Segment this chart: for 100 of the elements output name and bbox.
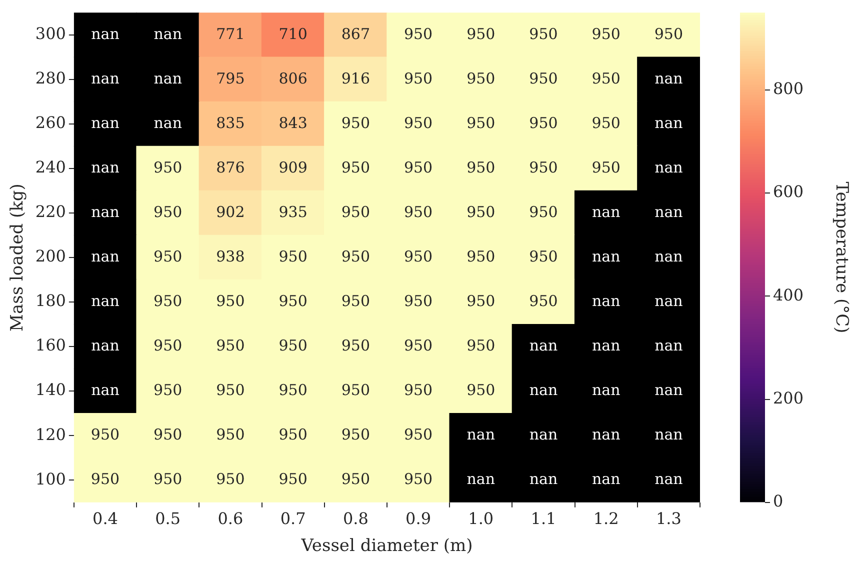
data-label: 902 xyxy=(216,202,245,221)
text: nan xyxy=(529,336,558,354)
data-label: 950 xyxy=(592,69,620,88)
data-label: 950 xyxy=(404,202,433,221)
text: nan xyxy=(91,24,120,43)
data-label: 950 xyxy=(466,24,496,43)
data-label: 950 xyxy=(278,470,308,488)
data-label: 950 xyxy=(154,158,182,176)
text: nan xyxy=(654,336,683,354)
x-tick-label: 1.1 xyxy=(530,509,556,528)
data-label: 950 xyxy=(404,158,433,176)
text: nan xyxy=(529,426,558,444)
y-tick-label: 120 xyxy=(35,424,66,444)
data-label: 950 xyxy=(404,69,433,88)
data-label: 950 xyxy=(404,24,433,43)
x-tick-label: 0.7 xyxy=(280,509,306,528)
data-label: 950 xyxy=(592,24,620,43)
data-label: 950 xyxy=(592,114,620,132)
data-label: 950 xyxy=(341,292,370,310)
data-label: 950 xyxy=(154,292,182,310)
text: nan xyxy=(592,470,620,488)
x-tick-label: 0.8 xyxy=(342,509,368,528)
text: nan xyxy=(91,292,120,310)
color-bar-label: 400 xyxy=(773,285,804,304)
text: nan xyxy=(529,380,558,399)
text: nan xyxy=(529,470,558,488)
data-label: 950 xyxy=(466,69,496,88)
data-label: 935 xyxy=(278,202,308,221)
color-bar-title: Temperature (°C) xyxy=(831,182,852,334)
text: nan xyxy=(154,24,182,43)
data-label: 950 xyxy=(466,292,496,310)
data-label: 950 xyxy=(216,380,245,399)
y-tick-label: 220 xyxy=(35,202,66,222)
text: nan xyxy=(654,202,683,221)
text: nan xyxy=(466,470,496,488)
data-label: 950 xyxy=(341,380,370,399)
y-tick-label: 160 xyxy=(35,336,66,355)
data-label: 950 xyxy=(154,247,182,266)
y-tick-label: 260 xyxy=(35,113,66,132)
data-label: 950 xyxy=(466,202,496,221)
text: nan xyxy=(91,69,120,88)
color-bar-label: 600 xyxy=(773,182,804,202)
data-label: 876 xyxy=(216,158,245,176)
y-tick-label: 180 xyxy=(35,291,66,310)
text: nan xyxy=(592,292,620,310)
y-tick-label: 280 xyxy=(35,68,66,88)
y-tick-label: 140 xyxy=(35,380,66,400)
text: nan xyxy=(654,114,683,132)
y-tick-label: 200 xyxy=(35,246,66,266)
data-label: 950 xyxy=(404,380,433,399)
data-label: 950 xyxy=(90,470,120,488)
data-label: 950 xyxy=(154,470,182,488)
data-label: 950 xyxy=(278,292,308,310)
x-tick-label: 0.5 xyxy=(155,509,181,528)
y-tick-label: 100 xyxy=(35,469,66,488)
text: nan xyxy=(154,114,182,132)
data-label: 950 xyxy=(529,114,558,132)
data-label: 795 xyxy=(216,69,245,88)
data-label: 950 xyxy=(278,247,308,266)
x-tick-label: 1.3 xyxy=(656,509,682,528)
text: nan xyxy=(654,158,683,176)
data-label: 950 xyxy=(341,247,370,266)
data-label: 950 xyxy=(466,247,496,266)
color-bar-label: 0 xyxy=(773,492,784,511)
x-tick-label: 0.9 xyxy=(406,509,431,528)
color-bar-label: 800 xyxy=(773,79,804,98)
text: nan xyxy=(592,336,620,354)
data-label: 950 xyxy=(216,470,245,488)
data-label: 950 xyxy=(466,336,496,354)
data-label: 950 xyxy=(592,158,620,176)
data-label: 950 xyxy=(404,247,433,266)
data-label: 950 xyxy=(154,202,182,221)
y-axis-title: Mass loaded (kg) xyxy=(8,184,28,332)
data-label: 950 xyxy=(466,380,496,399)
text: nan xyxy=(466,426,496,444)
text: nan xyxy=(654,292,683,310)
data-label: 950 xyxy=(404,292,433,310)
text: nan xyxy=(91,247,120,266)
data-label: 806 xyxy=(278,69,308,88)
text: nan xyxy=(91,158,120,176)
text: nan xyxy=(91,380,120,399)
data-label: 938 xyxy=(216,247,245,266)
data-label: 950 xyxy=(529,247,558,266)
data-label: 710 xyxy=(278,24,308,43)
x-tick-label: 0.6 xyxy=(218,509,244,528)
data-label: 950 xyxy=(278,380,308,399)
text: nan xyxy=(91,336,120,354)
y-tick-label: 240 xyxy=(35,158,66,177)
data-label: 950 xyxy=(341,470,370,488)
text: nan xyxy=(592,202,620,221)
data-label: 909 xyxy=(278,158,308,176)
data-label: 950 xyxy=(278,336,308,354)
data-label: 950 xyxy=(341,114,370,132)
data-label: 835 xyxy=(216,114,245,132)
data-label: 950 xyxy=(154,336,182,354)
data-label: 950 xyxy=(154,426,182,444)
text: nan xyxy=(91,114,120,132)
text: nan xyxy=(654,247,683,266)
color-bar-label: 200 xyxy=(773,388,804,408)
data-label: 771 xyxy=(216,24,245,43)
